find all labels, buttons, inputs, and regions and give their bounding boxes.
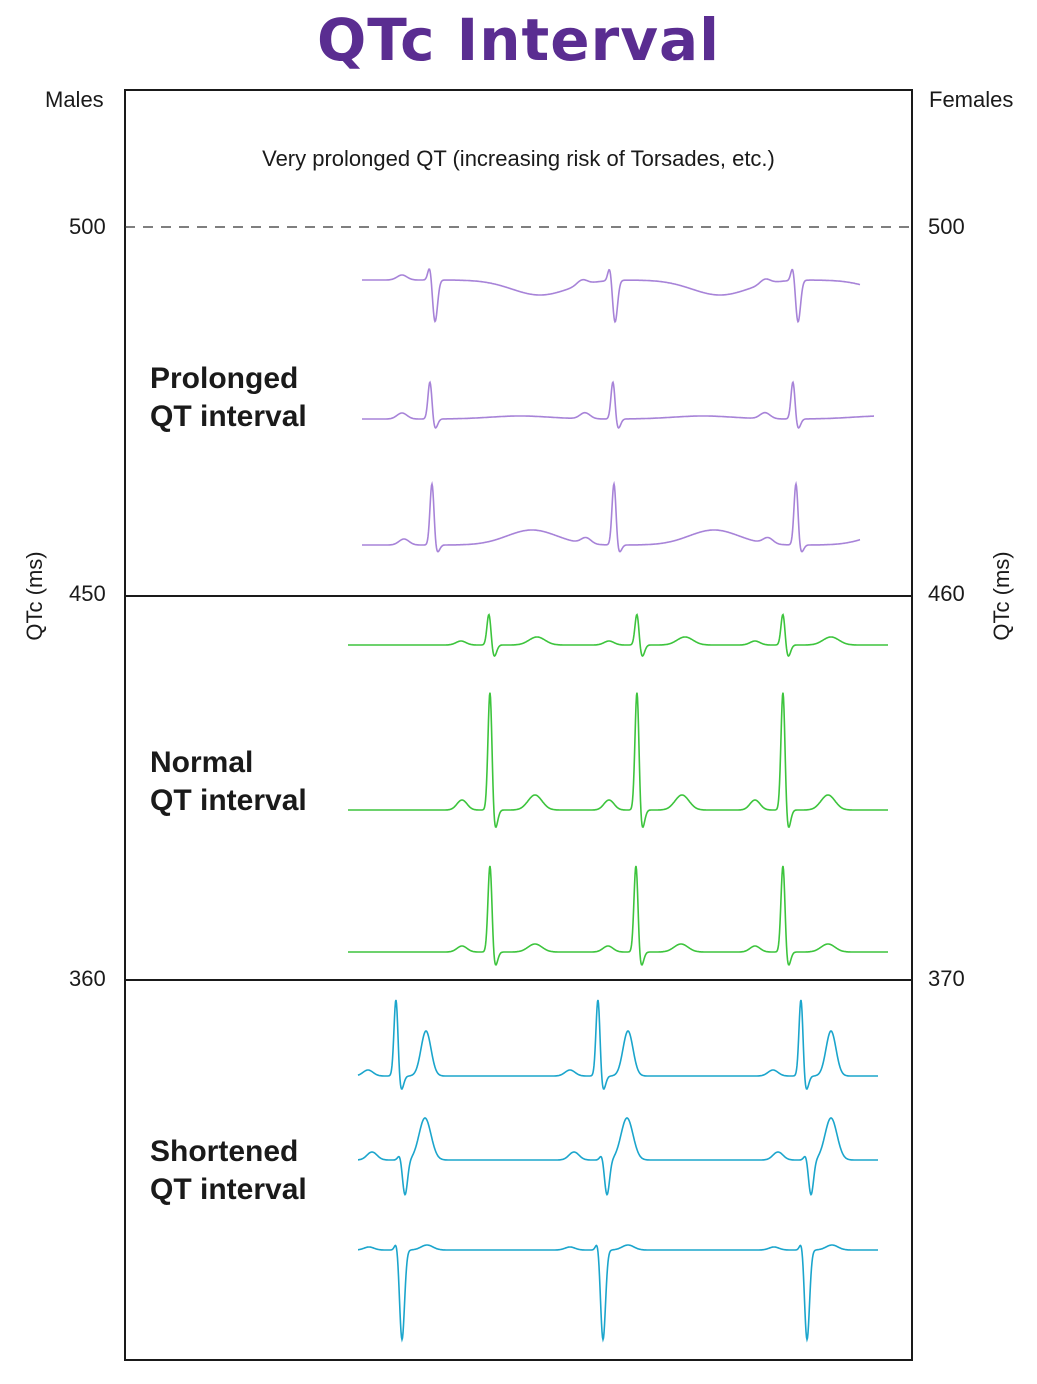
shortened-trace-3 [358,1244,878,1343]
very-prolonged-label: Very prolonged QT (increasing risk of To… [262,146,775,171]
right-tick-460: 460 [928,581,965,606]
normal-trace-2 [348,692,888,829]
left-tick-500: 500 [69,214,106,239]
shortened-trace-1 [357,999,878,1090]
prolonged-label-line1: Prolonged [150,362,299,395]
females-header: Females [929,87,1014,112]
chart-border [124,89,913,1361]
left-tick-360: 360 [69,966,106,991]
males-header: Males [45,87,104,112]
right-tick-370: 370 [928,966,965,991]
normal-label-line1: Normal [150,746,254,779]
prolonged-trace-1 [362,268,861,324]
normal-label: Normal QT interval [150,744,307,820]
normal-label-line2: QT interval [150,784,307,817]
normal-trace-1 [348,613,888,657]
diagram-title: QTc Interval [316,6,721,74]
right-tick-500: 500 [928,214,965,239]
shortened-label-line2: QT interval [150,1173,307,1206]
prolonged-label: Prolonged QT interval [150,360,307,436]
right-axis-label: QTc (ms) [989,551,1014,641]
shortened-trace-2 [358,1117,878,1197]
prolonged-trace-3 [362,480,861,553]
normal-trace-3 [348,865,888,966]
prolonged-label-line2: QT interval [150,400,307,433]
left-axis-label: QTc (ms) [22,551,47,641]
left-tick-450: 450 [69,581,106,606]
prolonged-trace-2 [362,380,874,429]
shortened-label: Shortened QT interval [150,1133,307,1209]
shortened-label-line1: Shortened [150,1135,299,1168]
